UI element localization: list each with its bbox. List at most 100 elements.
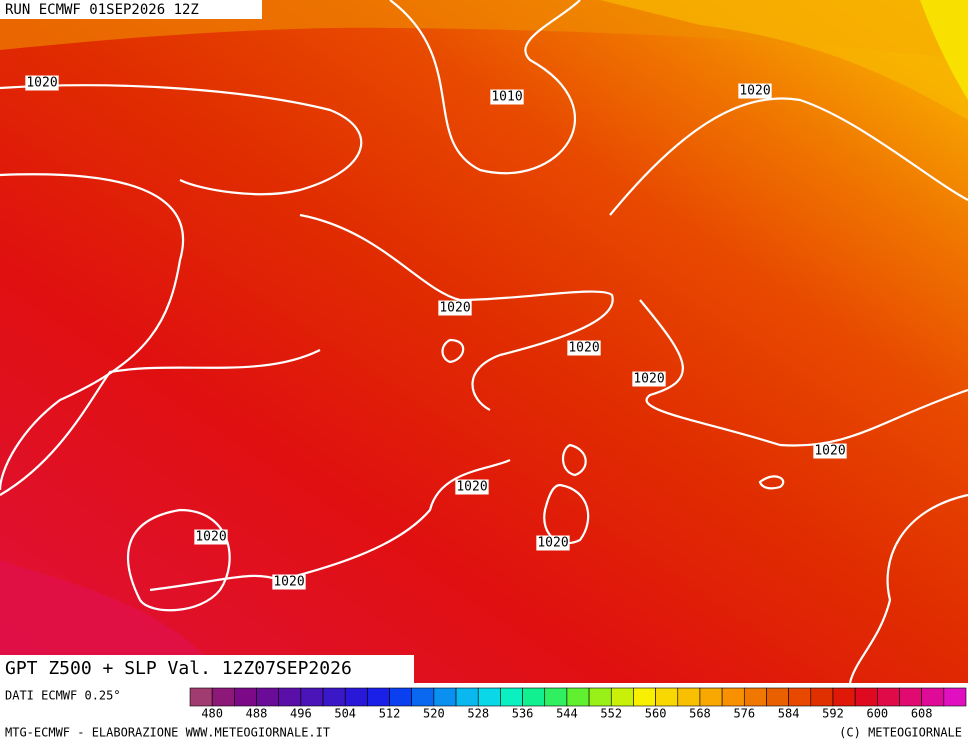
- map-title: GPT Z500 + SLP Val. 12Z07SEP2026: [5, 658, 352, 679]
- isobar: [389, 0, 581, 175]
- colorbar-swatch: [433, 687, 457, 707]
- colorbar-label: 544: [556, 707, 578, 721]
- colorbar-swatch: [256, 687, 279, 707]
- colorbar-swatch: [677, 687, 701, 707]
- colorbar-swatch: [500, 687, 523, 707]
- colorbar-label: 504: [334, 707, 356, 721]
- colorbar-swatch: [877, 687, 900, 707]
- colorbar-label: 576: [733, 707, 755, 721]
- colorbar-swatch: [522, 687, 546, 707]
- isobar: [0, 349, 321, 496]
- colorbar-swatch: [832, 687, 856, 707]
- colorbar-label: 536: [512, 707, 534, 721]
- isobar-label: 1010: [491, 90, 522, 105]
- colorbar-label: 496: [290, 707, 312, 721]
- isobars: [0, 0, 968, 683]
- isobar-label-box: [567, 340, 601, 356]
- colorbar-swatch: [189, 687, 213, 707]
- header-box: [0, 0, 262, 19]
- colorbar-label: 488: [246, 707, 268, 721]
- colorbar-swatch: [921, 687, 945, 707]
- band: [900, 0, 968, 100]
- colorbar-label: 528: [467, 707, 489, 721]
- colorbar-swatch: [211, 687, 235, 707]
- isobar: [441, 338, 465, 364]
- colorbar-swatch: [566, 687, 590, 707]
- colorbar-label: 608: [911, 707, 933, 721]
- isobar: [758, 475, 785, 490]
- band: [0, 560, 210, 683]
- band: [600, 0, 968, 120]
- colorbar-swatch: [854, 687, 878, 707]
- isobar: [0, 84, 363, 196]
- colorbar-swatch: [411, 687, 435, 707]
- colorbar-label: 480: [201, 707, 223, 721]
- colorbar: 480 488 496 504 512 520 528 536 544 552 560 568 576 5…: [189, 687, 967, 721]
- colorbar-swatch: [633, 687, 656, 707]
- footer-left: MTG-ECMWF - ELABORAZIONE WWW.METEOGIORNA…: [5, 726, 330, 740]
- isobar-label: 1020: [568, 341, 599, 356]
- isobar-label-box: [25, 75, 59, 91]
- colorbar-label: 560: [645, 707, 667, 721]
- isobar: [299, 213, 614, 411]
- isobar-label-box: [438, 300, 472, 316]
- isobar-label-box: [813, 443, 847, 459]
- isobar-label-box: [536, 535, 570, 551]
- colorbar-swatch: [455, 687, 479, 707]
- colorbar-swatch: [655, 687, 679, 707]
- colorbar-swatch: [766, 687, 789, 707]
- isobar-label: 1020: [26, 76, 57, 91]
- isobar-label: 1020: [537, 536, 568, 551]
- title-box: [0, 655, 414, 683]
- isobar: [562, 443, 587, 477]
- isobar-label-box: [632, 371, 666, 387]
- isobar-label: 1020: [439, 301, 470, 316]
- colorbar-swatch: [234, 687, 257, 707]
- isobar-label: 1020: [456, 480, 487, 495]
- isobar-label: 1020: [195, 530, 226, 545]
- isobar-labels: 1020 1010 1020 1020 1020 1020 1020 1020 …: [25, 75, 847, 590]
- isobar: [848, 493, 968, 684]
- isobar-label-box: [194, 529, 228, 545]
- colorbar-swatch: [344, 687, 368, 707]
- colorbar-label: 568: [689, 707, 711, 721]
- field: [0, 0, 968, 683]
- colorbar-label: 520: [423, 707, 445, 721]
- isobar-label-box: [490, 89, 524, 105]
- colorbar-swatch: [367, 687, 390, 707]
- isobar-label: 1020: [273, 575, 304, 590]
- colorbar-swatch: [943, 687, 967, 707]
- run-info: RUN ECMWF 01SEP2026 12Z: [5, 2, 199, 18]
- colorbar-swatch: [544, 687, 568, 707]
- isobar-label-box: [738, 83, 772, 99]
- colorbar-swatch: [743, 687, 767, 707]
- isobar: [609, 97, 968, 216]
- colorbar-swatch: [588, 687, 612, 707]
- colorbar-label: 584: [778, 707, 800, 721]
- colorbar-swatch: [810, 687, 834, 707]
- colorbar-swatch: [899, 687, 922, 707]
- isobar-label: 1020: [633, 372, 664, 387]
- source: DATI ECMWF 0.25°: [5, 689, 121, 703]
- colorbar-swatch: [699, 687, 723, 707]
- colorbar-label: 512: [379, 707, 401, 721]
- isobar-label-box: [272, 574, 306, 590]
- colorbar-label: 552: [600, 707, 622, 721]
- isobar: [149, 459, 511, 592]
- colorbar-swatch: [278, 687, 302, 707]
- isobar-label: 1020: [739, 84, 770, 99]
- colorbar-swatch: [300, 687, 324, 707]
- colorbar-swatch: [477, 687, 501, 707]
- isobar-label: 1020: [814, 444, 845, 459]
- colorbar-swatch: [721, 687, 745, 707]
- colorbar-swatch: [610, 687, 634, 707]
- colorbar-swatch: [322, 687, 346, 707]
- isobar: [639, 299, 968, 447]
- colorbar-label: 600: [866, 707, 888, 721]
- colorbar-swatch: [788, 687, 812, 707]
- colorbar-label: 592: [822, 707, 844, 721]
- footer-right: (C) METEOGIORNALE: [839, 726, 962, 740]
- colorbar-swatch: [389, 687, 413, 707]
